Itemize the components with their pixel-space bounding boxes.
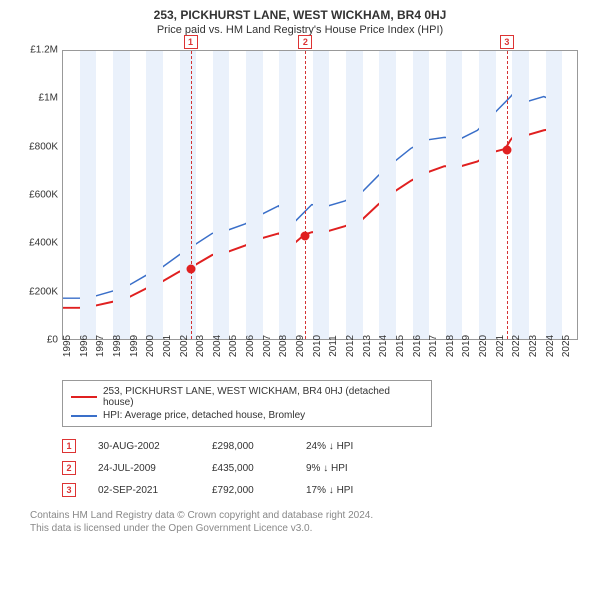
event-diff: 24% ↓ HPI <box>306 441 396 452</box>
y-tick-label: £0 <box>47 335 58 346</box>
event-diff: 9% ↓ HPI <box>306 463 396 474</box>
legend-label: HPI: Average price, detached house, Brom… <box>103 410 305 421</box>
x-tick-label: 1998 <box>112 335 123 357</box>
x-tick-label: 2022 <box>511 335 522 357</box>
x-axis: 1995199619971998199920002001200220032004… <box>62 342 578 372</box>
chart: £0£200K£400K£600K£800K£1M£1.2M 123 19951… <box>22 44 582 374</box>
x-tick-label: 2010 <box>312 335 323 357</box>
attribution: Contains HM Land Registry data © Crown c… <box>30 509 590 535</box>
plot-area: 123 <box>62 50 578 340</box>
legend-label: 253, PICKHURST LANE, WEST WICKHAM, BR4 0… <box>103 386 423 408</box>
event-marker-label: 1 <box>184 35 198 49</box>
y-tick-label: £200K <box>29 286 58 297</box>
event-price: £435,000 <box>212 463 284 474</box>
event-line <box>507 51 508 339</box>
year-band <box>279 51 296 339</box>
x-tick-label: 2006 <box>245 335 256 357</box>
x-tick-label: 1996 <box>79 335 90 357</box>
x-tick-label: 2009 <box>295 335 306 357</box>
x-tick-label: 2002 <box>179 335 190 357</box>
x-tick-label: 2024 <box>545 335 556 357</box>
x-tick-label: 2014 <box>378 335 389 357</box>
event-diff: 17% ↓ HPI <box>306 485 396 496</box>
attribution-line: This data is licensed under the Open Gov… <box>30 522 590 535</box>
x-tick-label: 1995 <box>62 335 73 357</box>
legend-swatch <box>71 415 97 417</box>
event-marker-label: 3 <box>500 35 514 49</box>
event-number: 3 <box>62 483 76 497</box>
year-band <box>113 51 130 339</box>
event-marker-label: 2 <box>298 35 312 49</box>
event-date: 30-AUG-2002 <box>98 441 190 452</box>
price-marker <box>301 231 310 240</box>
x-tick-label: 2007 <box>262 335 273 357</box>
x-tick-label: 2019 <box>461 335 472 357</box>
y-tick-label: £600K <box>29 190 58 201</box>
event-line <box>305 51 306 339</box>
year-band <box>313 51 330 339</box>
x-tick-label: 2018 <box>445 335 456 357</box>
x-tick-label: 2005 <box>228 335 239 357</box>
year-band <box>213 51 230 339</box>
x-tick-label: 2015 <box>395 335 406 357</box>
events-table: 1 30-AUG-2002 £298,000 24% ↓ HPI 2 24-JUL-200… <box>62 435 590 501</box>
y-tick-label: £400K <box>29 238 58 249</box>
x-tick-label: 2011 <box>328 335 339 357</box>
y-tick-label: £1M <box>39 93 58 104</box>
event-row: 2 24-JUL-2009 £435,000 9% ↓ HPI <box>62 457 590 479</box>
x-tick-label: 2021 <box>495 335 506 357</box>
x-tick-label: 2004 <box>212 335 223 357</box>
price-marker <box>186 264 195 273</box>
event-row: 1 30-AUG-2002 £298,000 24% ↓ HPI <box>62 435 590 457</box>
x-tick-label: 2012 <box>345 335 356 357</box>
x-tick-label: 2000 <box>145 335 156 357</box>
event-line <box>191 51 192 339</box>
event-number: 1 <box>62 439 76 453</box>
year-band <box>146 51 163 339</box>
event-date: 02-SEP-2021 <box>98 485 190 496</box>
year-band <box>180 51 197 339</box>
year-band <box>246 51 263 339</box>
x-tick-label: 2025 <box>561 335 572 357</box>
event-price: £792,000 <box>212 485 284 496</box>
year-band <box>479 51 496 339</box>
year-band <box>446 51 463 339</box>
year-band <box>546 51 563 339</box>
event-date: 24-JUL-2009 <box>98 463 190 474</box>
event-price: £298,000 <box>212 441 284 452</box>
legend-item: HPI: Average price, detached house, Brom… <box>71 409 423 422</box>
year-band <box>379 51 396 339</box>
x-tick-label: 2023 <box>528 335 539 357</box>
legend-swatch <box>71 396 97 398</box>
x-tick-label: 1997 <box>95 335 106 357</box>
legend-item: 253, PICKHURST LANE, WEST WICKHAM, BR4 0… <box>71 385 423 409</box>
y-axis: £0£200K£400K£600K£800K£1M£1.2M <box>22 50 60 340</box>
price-marker <box>502 145 511 154</box>
y-tick-label: £800K <box>29 141 58 152</box>
event-number: 2 <box>62 461 76 475</box>
x-tick-label: 2016 <box>412 335 423 357</box>
attribution-line: Contains HM Land Registry data © Crown c… <box>30 509 590 522</box>
x-tick-label: 1999 <box>129 335 140 357</box>
event-row: 3 02-SEP-2021 £792,000 17% ↓ HPI <box>62 479 590 501</box>
x-tick-label: 2003 <box>195 335 206 357</box>
x-tick-label: 2013 <box>362 335 373 357</box>
year-band <box>346 51 363 339</box>
x-tick-label: 2020 <box>478 335 489 357</box>
page-title: 253, PICKHURST LANE, WEST WICKHAM, BR4 0… <box>10 8 590 22</box>
x-tick-label: 2001 <box>162 335 173 357</box>
year-band <box>413 51 430 339</box>
x-tick-label: 2008 <box>278 335 289 357</box>
x-tick-label: 2017 <box>428 335 439 357</box>
y-tick-label: £1.2M <box>30 45 58 56</box>
legend: 253, PICKHURST LANE, WEST WICKHAM, BR4 0… <box>62 380 432 427</box>
year-band <box>512 51 529 339</box>
year-band <box>80 51 97 339</box>
